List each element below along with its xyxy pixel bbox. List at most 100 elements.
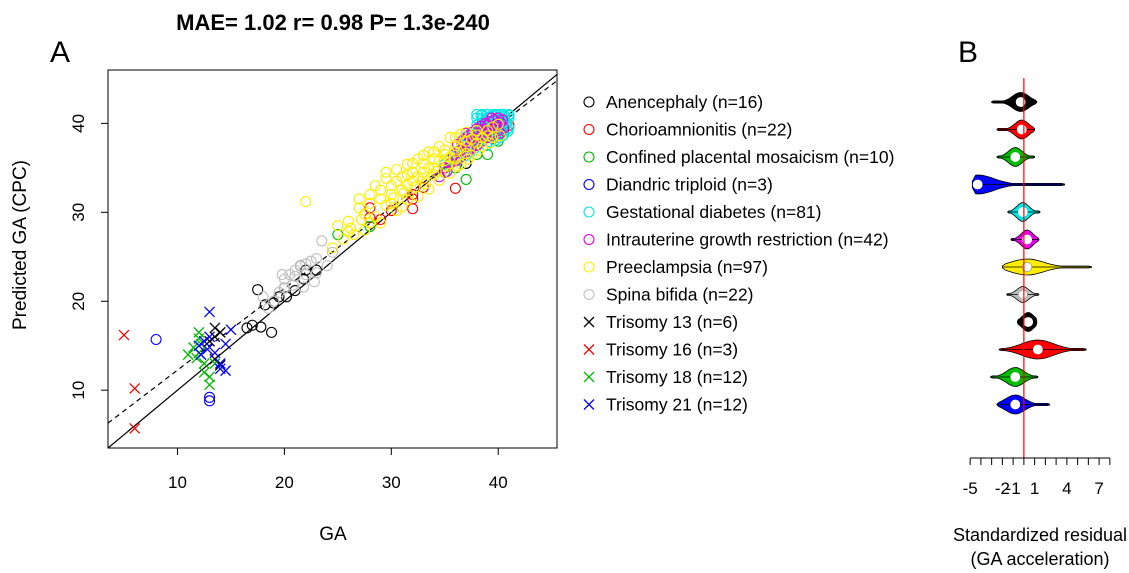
- data-point: [300, 269, 312, 281]
- data-point: [484, 137, 496, 149]
- violin-tick-label: -1: [1006, 479, 1021, 498]
- data-point: [476, 140, 488, 153]
- data-point: [444, 132, 456, 144]
- data-point: [449, 182, 461, 194]
- data-point: [401, 194, 413, 206]
- legend-entry: Preeclampsia (n=97): [606, 257, 768, 277]
- x-axis-label: GA: [319, 524, 347, 545]
- legend-marker: [583, 96, 595, 108]
- data-point: [462, 153, 474, 165]
- data-point: [182, 349, 194, 361]
- data-point: [204, 331, 216, 343]
- violin-median: [1010, 372, 1021, 382]
- data-point: [204, 391, 216, 403]
- legend-marker: [583, 371, 595, 383]
- data-point: [460, 140, 472, 153]
- violin-median: [1032, 344, 1043, 355]
- violin-axis-label-line1: Standardized residual: [953, 525, 1127, 545]
- data-point: [471, 129, 483, 141]
- data-point: [423, 162, 435, 174]
- data-point: [220, 365, 232, 377]
- data-point: [398, 187, 410, 199]
- legend-entry: Spina bifida (n=22): [606, 285, 753, 305]
- data-point: [476, 132, 488, 144]
- data-point: [129, 422, 141, 434]
- data-point: [444, 167, 456, 179]
- legend-entry: Gestational diabetes (n=81): [606, 202, 822, 222]
- data-point: [380, 199, 392, 211]
- legend-entry: Trisomy 13 (n=6): [606, 312, 738, 332]
- violin-median: [1016, 124, 1027, 135]
- data-point: [326, 246, 339, 258]
- data-point: [380, 166, 392, 178]
- data-point: [342, 215, 355, 227]
- data-point: [380, 172, 392, 185]
- legend: Anencephaly (n=16) Chorioamnionitis (n=22…: [583, 92, 894, 415]
- data-point: [310, 264, 323, 276]
- violin-median: [1010, 399, 1021, 410]
- data-point: [419, 178, 432, 190]
- violin-median: [1022, 262, 1033, 272]
- legend-marker: [583, 316, 595, 328]
- violin-tick-label: -2: [995, 479, 1010, 498]
- data-point: [364, 202, 376, 214]
- violin-median: [1010, 152, 1021, 162]
- data-point: [481, 130, 494, 142]
- data-point: [452, 160, 464, 172]
- data-point: [428, 146, 440, 158]
- violin-tick-label: 7: [1094, 479, 1103, 498]
- legend-entry: Chorioamnionitis (n=22): [606, 120, 792, 140]
- data-point: [337, 233, 349, 245]
- legend-entry: Trisomy 16 (n=3): [606, 340, 738, 360]
- plot-frame: [107, 69, 558, 449]
- violin-median: [1017, 207, 1028, 217]
- violin-median: [1022, 234, 1033, 245]
- data-point: [401, 158, 413, 170]
- violin-axis-label-line2: (GA acceleration): [970, 549, 1109, 569]
- data-point: [417, 149, 429, 161]
- scatter-axes: 10 20 30 40 10 20 30 40: [69, 69, 558, 492]
- y-tick-label: 10: [69, 381, 88, 400]
- data-point: [396, 171, 408, 183]
- data-point: [359, 208, 371, 220]
- data-point: [308, 276, 320, 288]
- legend-marker: [583, 233, 595, 246]
- legend-marker: [583, 261, 595, 273]
- legend-entry: Intrauterine growth restriction (n=42): [606, 230, 889, 250]
- data-point: [449, 140, 461, 152]
- data-point: [465, 149, 478, 161]
- data-point: [486, 112, 498, 124]
- data-point: [326, 242, 339, 254]
- legend-entry: Diandric triploid (n=3): [606, 175, 773, 195]
- panel-label-a: A: [50, 36, 70, 69]
- x-tick-label: 30: [382, 473, 401, 492]
- data-point: [332, 220, 344, 232]
- data-point: [471, 108, 483, 121]
- data-point: [252, 284, 264, 296]
- data-point: [396, 201, 408, 213]
- data-point: [300, 196, 312, 208]
- violin-median: [1017, 289, 1028, 300]
- legend-marker: [583, 151, 595, 163]
- data-point: [492, 118, 504, 130]
- data-point: [375, 217, 387, 229]
- violin-axis: -5 -2-1 1 4 7: [963, 457, 1111, 498]
- data-point: [201, 343, 213, 355]
- data-point: [460, 173, 472, 185]
- data-point: [401, 169, 413, 181]
- violin-median: [1023, 317, 1034, 327]
- data-point: [266, 326, 278, 338]
- data-point: [409, 181, 421, 193]
- y-tick-label: 40: [69, 114, 88, 133]
- data-point: [487, 132, 499, 144]
- data-point: [364, 197, 376, 209]
- data-point: [385, 197, 397, 209]
- data-point: [294, 260, 306, 272]
- data-point: [268, 295, 280, 307]
- data-point: [391, 164, 403, 176]
- data-point: [204, 371, 216, 383]
- data-point: [387, 192, 399, 204]
- data-point: [473, 144, 485, 156]
- data-point: [353, 193, 365, 205]
- data-point: [193, 326, 205, 338]
